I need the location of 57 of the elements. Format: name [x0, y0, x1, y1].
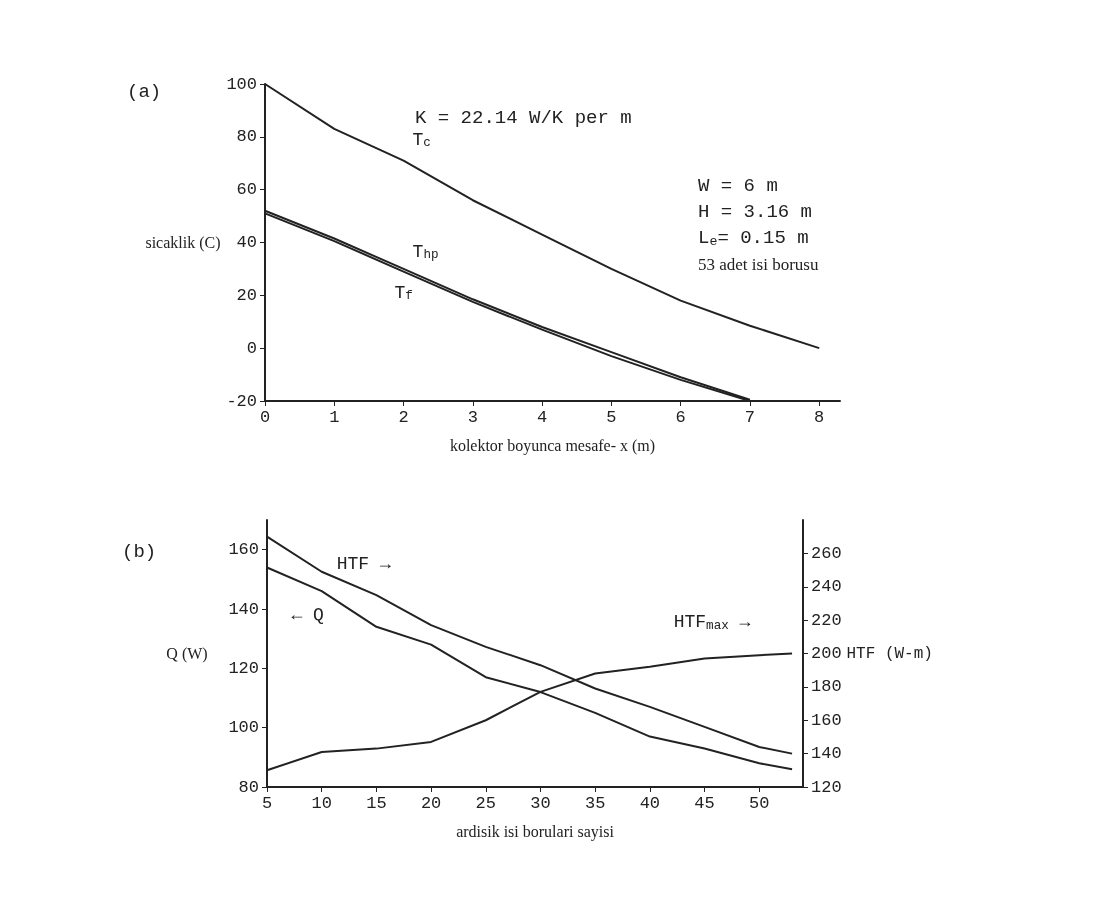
- x-tick-label: 50: [749, 794, 770, 813]
- x-tick-label: 25: [475, 794, 496, 813]
- y2-tick-label: 120: [811, 777, 842, 797]
- x-axis-title: kolektor boyunca mesafe- x (m): [449, 436, 656, 455]
- y2-tick-label: 140: [811, 744, 842, 764]
- y-tick-label: 40: [236, 233, 257, 252]
- x-tick-label: 30: [530, 794, 551, 813]
- annotation: K = 22.14 W/K per m: [415, 106, 632, 129]
- x-tick-label: 20: [420, 794, 442, 813]
- y-tick-label: 60: [236, 180, 257, 200]
- y-tick-label: 120: [228, 658, 259, 678]
- annotation: Le= 0.15 m: [698, 226, 809, 249]
- x-axis-title: ardisik isi borulari sayisi: [456, 822, 615, 841]
- y-axis-title: sicaklik (C): [145, 234, 221, 252]
- y2-tick-label: 200: [811, 644, 842, 663]
- x-tick-label: 4: [537, 408, 548, 427]
- x-tick-label: 40: [639, 794, 661, 813]
- series-label: HTF →: [336, 553, 391, 574]
- y2-axis-title: HTF (W-m): [846, 644, 933, 663]
- x-tick-label: 2: [398, 408, 409, 427]
- x-tick-label: 8: [814, 408, 825, 427]
- x-tick-label: 5: [261, 794, 273, 813]
- series-label: HTFmax →: [673, 612, 751, 633]
- annotation: 53 adet isi borusu: [698, 255, 819, 274]
- y2-tick-label: 240: [811, 577, 842, 597]
- y-tick-label: 160: [228, 540, 259, 560]
- y2-tick-label: 180: [811, 677, 842, 697]
- x-tick-label: 1: [329, 408, 340, 427]
- x-tick-label: 0: [259, 408, 271, 427]
- y-tick-label: 20: [236, 285, 257, 305]
- y2-tick-label: 260: [811, 543, 842, 563]
- y-tick-label: 100: [228, 718, 259, 738]
- annotation: W = 6 m: [698, 174, 778, 197]
- y-tick-label: 0: [246, 338, 257, 358]
- series-label: Thp: [412, 241, 439, 263]
- y2-tick-label: 160: [811, 710, 842, 730]
- y2-tick-label: 220: [811, 610, 842, 630]
- x-tick-label: 10: [311, 794, 332, 813]
- y-tick-label: 80: [238, 777, 259, 797]
- y-tick-label: 140: [228, 599, 259, 619]
- annotation: H = 3.16 m: [698, 200, 813, 223]
- y-tick-label: -20: [226, 391, 257, 411]
- x-tick-label: 45: [694, 794, 715, 813]
- x-tick-label: 5: [606, 408, 617, 427]
- y-tick-label: 100: [226, 74, 257, 94]
- series-label: ← Q: [291, 605, 324, 626]
- series-label: Tf: [394, 282, 413, 304]
- x-tick-label: 3: [467, 408, 478, 427]
- x-tick-label: 15: [366, 794, 387, 813]
- text: (b): [122, 540, 157, 563]
- x-tick-label: 7: [744, 408, 756, 427]
- series-label: Tc: [412, 129, 431, 151]
- y-axis-title: Q (W): [166, 645, 208, 663]
- y-tick-label: 80: [236, 127, 257, 147]
- text: (a): [127, 80, 162, 103]
- x-tick-label: 35: [584, 794, 606, 813]
- x-tick-label: 6: [675, 408, 686, 427]
